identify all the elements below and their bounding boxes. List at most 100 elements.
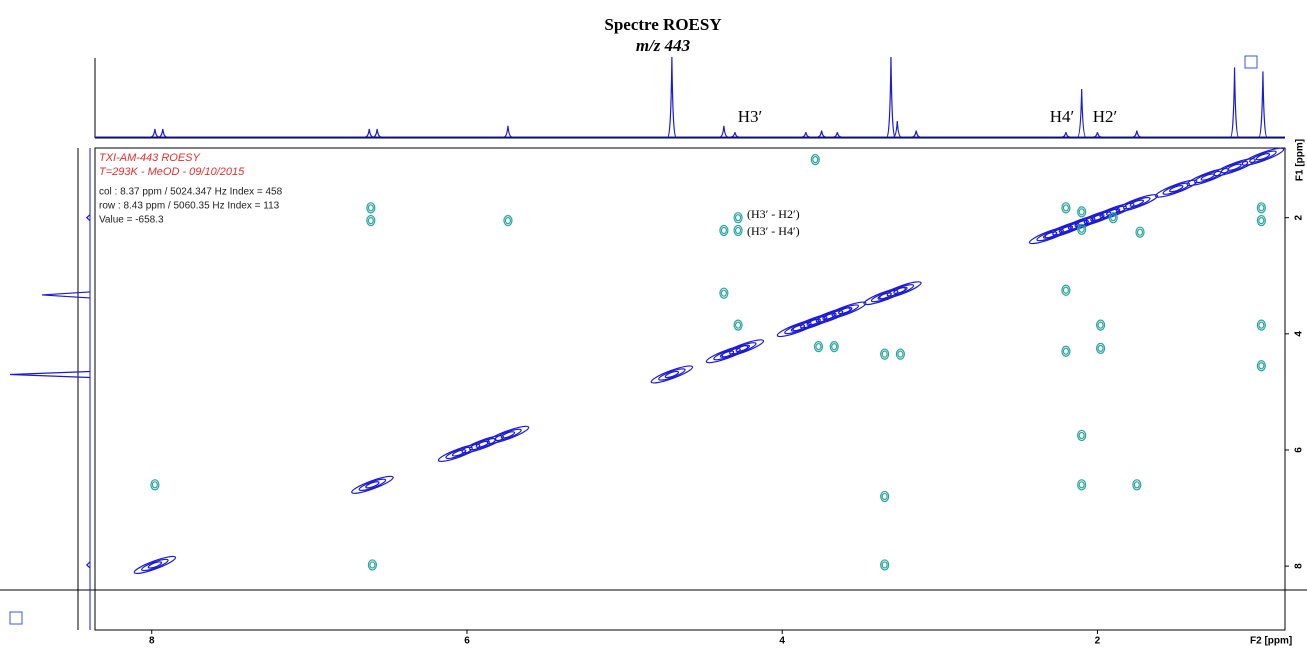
peak-label: H3′ [738,107,763,126]
cross-peak [719,287,729,299]
contour-ring [863,287,906,306]
contour-ring [150,479,160,491]
contour-ring [1258,216,1265,225]
cross-peak [1077,206,1087,218]
top-trace-peak [1061,132,1070,138]
x-tick-label: 2 [1095,636,1101,647]
contour-ring [784,321,812,335]
contour-ring [475,440,490,448]
contour-ring [1061,202,1071,214]
contour-ring [720,289,727,297]
contour-ring [1095,342,1106,354]
contour-ring [486,425,530,444]
contour-ring [1077,223,1087,235]
contour-ring [734,226,742,235]
contour-ring [1162,182,1191,195]
contour-ring [367,559,378,571]
contour-ring [151,481,158,489]
contour-ring [494,428,522,442]
contour-ring [733,212,743,224]
cross-peak [1256,214,1266,227]
contour-ring [1133,481,1140,489]
contour-ring [719,350,735,358]
top-trace-peak [503,125,513,138]
contour-ring [1154,179,1198,198]
contour-ring [1258,321,1265,329]
contour-ring [1078,431,1085,440]
x-axis-label: F2 [ppm] [1250,636,1292,647]
left-trace-peak [85,561,91,569]
contour-ring [365,481,380,489]
contour-ring [1135,226,1145,238]
cross-peak [1135,226,1145,238]
contour-ring [133,555,177,575]
y-tick-label: 8 [1294,563,1305,569]
contour-ring [1258,362,1265,370]
contour-ring [1062,286,1070,294]
contour-ring [504,216,512,225]
contour-ring [734,321,742,329]
contour-ring [1076,208,1119,227]
left-trace-peak [41,291,91,299]
top-trace-peak [1229,67,1240,138]
cross-peak [351,475,394,494]
cross-peak [1256,202,1266,214]
top-trace-peak [912,130,921,138]
contour-ring [719,287,729,299]
left-trace-peak [9,370,91,379]
contour-ring [1255,153,1271,161]
cross-peak [486,425,530,444]
contour-ring [880,348,890,360]
corner-box[interactable] [1244,55,1258,69]
cross-peak [895,348,906,360]
cross-peak [437,443,481,462]
top-trace-peak [719,125,729,138]
info-line: T=293K - MeOD - 09/10/2015 [99,166,245,178]
cross-peak [829,341,839,353]
cross-peak [1186,167,1230,187]
contour-ring [1110,214,1117,222]
top-trace-peak [150,128,159,138]
contour-ring [870,289,899,303]
contour-ring [881,561,888,569]
cross-peak [1061,345,1071,357]
contour-ring [147,561,163,569]
contour-ring [1077,479,1087,491]
contour-ring [1078,208,1085,216]
contour-ring [790,324,806,332]
contour-ring [813,341,824,353]
top-trace-peak [833,132,842,138]
contour-ring [1061,284,1071,296]
contour-ring [881,350,888,358]
contour-ring [810,154,820,166]
contour-ring [1256,319,1266,331]
cross-peak [733,212,743,224]
contour-ring [664,370,680,379]
contour-ring [1200,173,1215,181]
cross-peak [813,341,824,353]
top-trace-peak [730,132,739,138]
contour-ring [1241,147,1285,166]
x-tick-label: 6 [464,636,470,647]
top-trace-peak [1132,130,1141,138]
contour-ring [1256,360,1266,372]
contour-ring [451,449,467,457]
contour-ring [503,214,513,227]
cross-peak [733,224,743,237]
cross-peak [1095,319,1106,331]
cross-peak [705,345,749,364]
contour-ring [1062,347,1070,355]
contour-ring [358,478,387,492]
cross-peak [1028,226,1072,245]
contour-ring [1042,231,1058,239]
cross-peak [1132,479,1142,491]
contour-ring [823,301,867,320]
cross-peak [367,559,378,571]
cross-peak [133,555,177,575]
cross-peak [366,214,376,227]
cross-peak [150,479,160,491]
cross-peak [1241,147,1285,166]
corner-box[interactable] [9,611,23,625]
contour-ring [734,214,742,222]
